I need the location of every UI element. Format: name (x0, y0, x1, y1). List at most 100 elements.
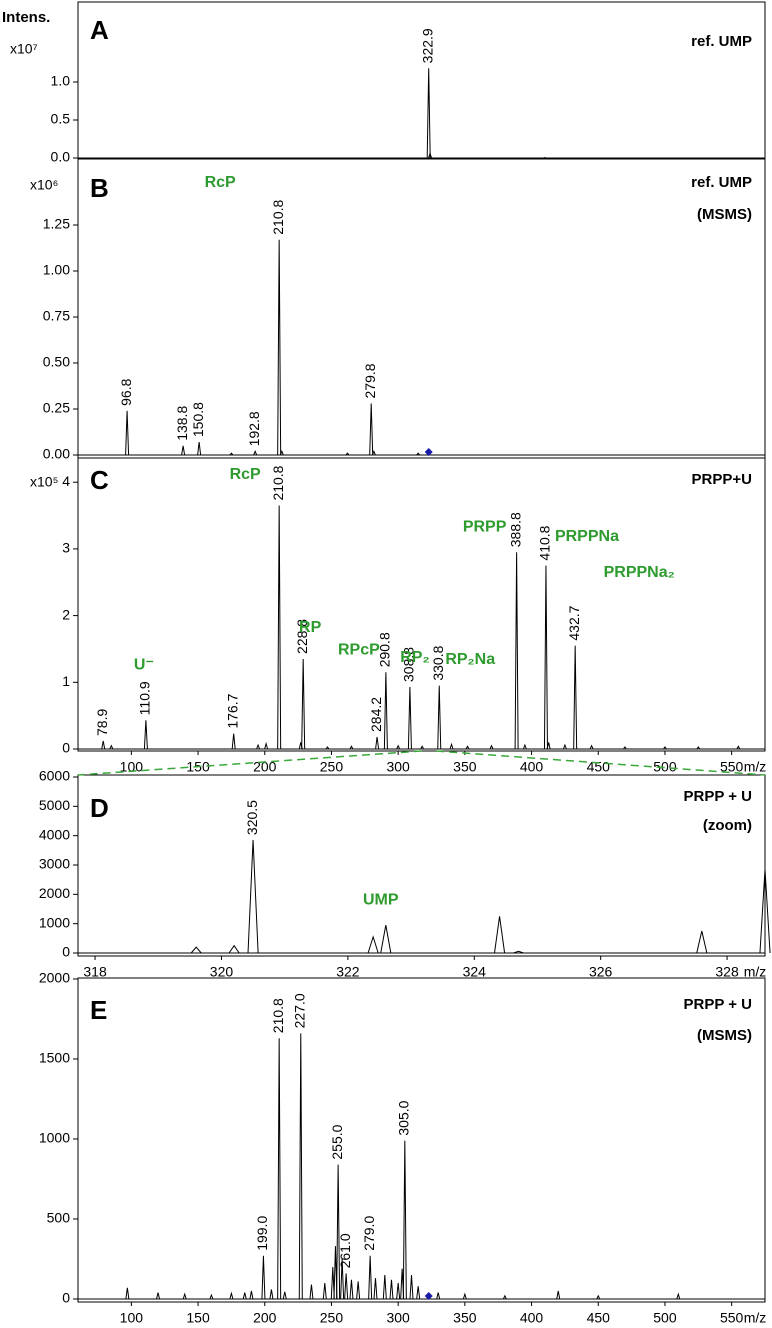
peak (269, 1289, 274, 1300)
plot-frame (77, 1, 766, 160)
annotation: RP₂Na (445, 651, 495, 668)
x-axis-label: m/z (744, 1310, 767, 1326)
peak (344, 1273, 349, 1300)
annotation: RP₂ (400, 649, 429, 666)
plot-frame (77, 774, 766, 957)
peak (322, 1282, 327, 1300)
y-tick-label: 0.0 (51, 149, 71, 165)
x-tick-label: 450 (587, 759, 611, 775)
peak (462, 1292, 467, 1300)
x-tick-label: 550 (720, 759, 744, 775)
peak (229, 452, 234, 456)
y-tick-label: 1500 (39, 1050, 70, 1066)
peak-label: 199.0 (254, 1216, 270, 1251)
peak (249, 1290, 254, 1300)
annotation: RP (299, 619, 322, 636)
y-tick-label: 1000 (39, 914, 70, 930)
annotation: RcP (230, 466, 261, 483)
peak (247, 840, 259, 954)
annotation: RPcP (338, 642, 380, 659)
x-axis-label: m/z (744, 964, 767, 980)
peak (573, 645, 578, 750)
panel-title: (zoom) (703, 817, 752, 834)
y-tick-label: 2000 (39, 970, 70, 986)
x-tick-label: 250 (320, 1310, 344, 1326)
peak (369, 403, 374, 456)
peak (380, 925, 392, 954)
y-tick-label: 0 (62, 1290, 70, 1306)
peak-label: 410.8 (537, 525, 553, 560)
peak (465, 745, 470, 750)
peak (416, 452, 421, 456)
y-tick-label: 1000 (39, 1130, 70, 1146)
peak (277, 239, 282, 456)
x-tick-label: 328 (715, 964, 739, 980)
peak-label: 150.8 (190, 402, 206, 437)
peak (543, 565, 548, 750)
peak (101, 740, 106, 750)
x-tick-label: 150 (186, 1310, 210, 1326)
peak (494, 916, 506, 954)
peak (396, 1282, 401, 1300)
peak (261, 1255, 266, 1300)
annotation: PRPPNa₂ (604, 564, 675, 581)
annotation: PRPP (463, 518, 507, 535)
annotation: U⁻ (134, 657, 154, 674)
peak (623, 746, 627, 750)
y-tick-label: 0 (62, 944, 70, 960)
panel-letter: B (90, 173, 109, 203)
y-tick-label: 4 (62, 473, 70, 489)
zoom-line (436, 750, 766, 776)
y-tick-label: 0.5 (51, 111, 71, 127)
y-tick-label: 500 (47, 1210, 71, 1226)
peak (375, 736, 380, 750)
peak-label: 432.7 (566, 605, 582, 640)
peak (502, 1294, 507, 1300)
peak (143, 720, 148, 750)
peak (589, 744, 594, 750)
peak (356, 1281, 361, 1300)
peak (349, 1279, 354, 1300)
peak (336, 1164, 341, 1300)
peak (231, 733, 236, 750)
peak (282, 1291, 287, 1300)
precursor-marker (424, 448, 433, 456)
peak (156, 1292, 161, 1300)
peak (229, 1291, 234, 1300)
panel-title: ref. UMP (691, 33, 752, 50)
peak (489, 744, 494, 750)
peak-label: 308.8 (401, 647, 417, 682)
peak (556, 1290, 561, 1300)
peak (298, 1033, 303, 1300)
y-tick-label: 1.25 (43, 216, 70, 232)
peak (345, 452, 350, 456)
peak (373, 1278, 378, 1300)
peak-label: 110.9 (137, 681, 153, 715)
peak (125, 410, 130, 456)
y-tick-label: 6000 (39, 768, 70, 784)
peak-label: 388.8 (507, 512, 523, 547)
x-tick-label: 100 (120, 1310, 144, 1326)
panel-letter: A (90, 15, 109, 45)
peak (277, 505, 282, 750)
x-tick-label: 326 (589, 964, 613, 980)
x-tick-label: 400 (520, 1310, 544, 1326)
peak-label: 228.8 (294, 619, 310, 654)
peak (396, 744, 401, 750)
peak-label: 290.8 (377, 632, 393, 667)
panel-letter: D (90, 793, 109, 823)
peak-label: 210.8 (270, 998, 286, 1033)
peak (420, 745, 425, 750)
peak (696, 930, 708, 954)
y-tick-label: 5000 (39, 797, 70, 813)
panel-title: ref. UMP (691, 174, 752, 191)
peak (367, 935, 379, 954)
x-tick-label: 300 (386, 1310, 410, 1326)
x-tick-label: 400 (520, 759, 544, 775)
peak (242, 1292, 247, 1300)
peak-label: 330.8 (430, 645, 446, 680)
y-tick-label: 2 (62, 606, 70, 622)
annotation: PRPPNa (555, 528, 619, 545)
y-multiplier: x10⁷ (10, 41, 38, 57)
peak (696, 746, 701, 750)
